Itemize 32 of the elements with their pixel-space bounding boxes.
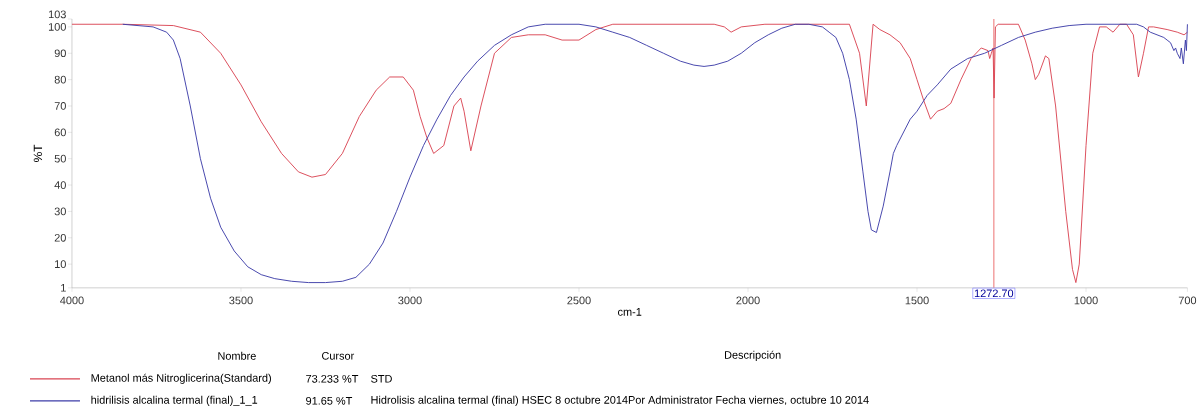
y-tick-label: 90 (54, 49, 66, 58)
x-tick-label: 1500 (905, 296, 929, 305)
x-tick-label: 3000 (398, 296, 422, 305)
y-axis-title: %T (33, 144, 43, 163)
text: 73.233 %T (306, 375, 359, 383)
text: 91.65 %T (306, 397, 353, 405)
y-tick-label: 10 (55, 260, 66, 269)
x-axis-title: cm-1 (618, 308, 642, 316)
y-tick-label: 1 (61, 284, 66, 292)
x-tick-label: 700 (1178, 296, 1197, 305)
legend-label: Metanol más Nitroglicerina(Standard) (91, 373, 271, 385)
x-tick-label: 2000 (736, 296, 760, 305)
text: STD (371, 375, 392, 383)
text: Cursor (322, 352, 355, 360)
y-tick-label: 80 (54, 75, 66, 84)
text: Nombre (218, 351, 256, 360)
ref-line-label: 1272.70 (974, 289, 1014, 298)
x-tick-label: 2500 (567, 296, 591, 305)
y-tick-label: 103 (48, 10, 66, 19)
text: Hidrolisis alcalina termal (final) HSEC 8 octubre 2014Por Administrator Fecha viernes, octubre 10 2014 (371, 395, 869, 406)
x-tick-label: 1000 (1074, 296, 1098, 305)
y-tick-label: 30 (54, 207, 66, 216)
x-tick-label: 4000 (60, 296, 84, 305)
y-tick-label: 50 (54, 154, 66, 163)
legend-label: hidrilisis alcalina termal (final)_1_1 (91, 395, 258, 406)
x-tick-label: 3500 (229, 296, 253, 305)
y-tick-label: 20 (54, 234, 66, 242)
y-tick-label: 60 (54, 128, 66, 137)
y-tick-label: 100 (48, 23, 66, 31)
y-tick-label: 70 (54, 102, 66, 110)
y-tick-label: 40 (54, 181, 66, 190)
text: Descripción (725, 350, 781, 362)
